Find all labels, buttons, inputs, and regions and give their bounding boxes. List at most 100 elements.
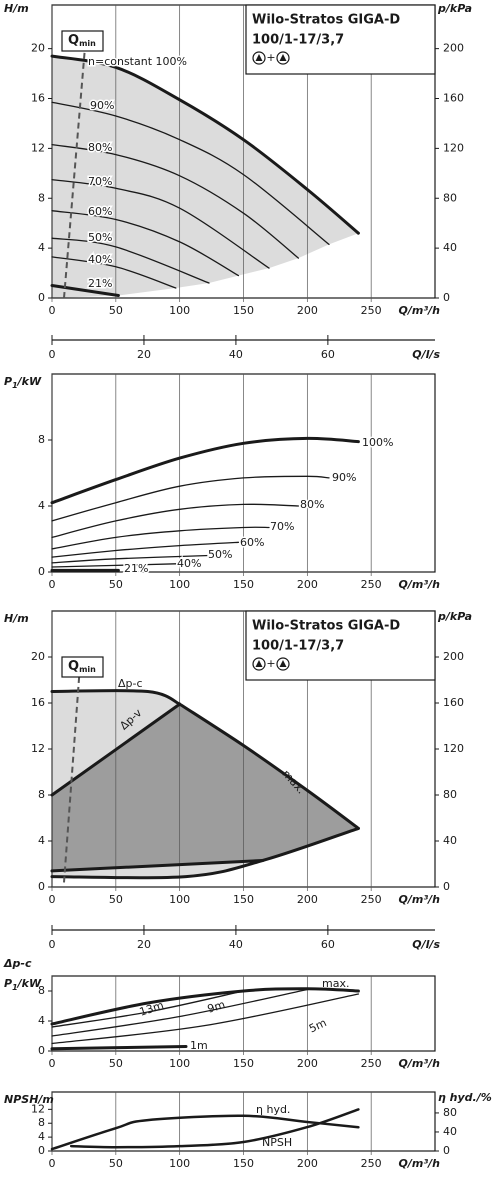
curve xyxy=(51,563,177,568)
x-tick-label: 0 xyxy=(49,893,56,906)
x-tick-label: 50 xyxy=(109,893,123,906)
label-part: H/m xyxy=(4,612,29,625)
curve-label: 9m xyxy=(206,998,227,1016)
x-tick-label: 50 xyxy=(109,1057,123,1070)
y-tick-label: 12 xyxy=(31,742,45,755)
curve xyxy=(50,284,120,297)
curve-label: 50% xyxy=(208,548,232,561)
y2-tick-label: 0 xyxy=(443,880,450,893)
curve xyxy=(51,210,240,277)
curve xyxy=(51,178,270,269)
x2-tick-label: 20 xyxy=(137,348,151,361)
x2-axis-label: Q/l/s xyxy=(412,938,440,951)
curve-label: 21% xyxy=(88,277,112,290)
label-part: min xyxy=(79,665,96,674)
curve xyxy=(51,554,210,564)
x-tick-label: 150 xyxy=(233,578,254,591)
title-box xyxy=(245,4,436,75)
y-tick-label: 20 xyxy=(31,650,45,663)
curve xyxy=(51,541,240,558)
curve xyxy=(51,990,245,1028)
x2-axis-label: Q/l/s xyxy=(412,348,440,361)
curve xyxy=(51,237,210,284)
curve xyxy=(50,1114,360,1151)
y-tick-label: 4 xyxy=(38,1130,45,1143)
symbol-joiner: + xyxy=(266,657,275,670)
subtitle: 100/1-17/3,7 xyxy=(252,33,344,48)
curve xyxy=(51,143,300,259)
x-tick-label: 150 xyxy=(233,1057,254,1070)
y2-tick-label: 160 xyxy=(443,92,464,105)
curve xyxy=(50,987,360,1026)
mode-icon xyxy=(276,657,290,671)
curve xyxy=(51,526,270,550)
mode-icon xyxy=(276,51,290,65)
curve xyxy=(50,689,182,706)
x-tick-label: 100 xyxy=(169,578,190,591)
x-tick-label: 50 xyxy=(109,578,123,591)
curve xyxy=(51,993,360,1045)
x-axis-label: Q/m³/h xyxy=(399,1157,441,1170)
x-tick-label: 0 xyxy=(49,578,56,591)
x-tick-label: 0 xyxy=(49,304,56,317)
y2-tick-label: 160 xyxy=(443,696,464,709)
curve-label: 60% xyxy=(240,536,264,549)
x-axis-label: Q/m³/h xyxy=(399,1057,441,1070)
y-tick-label: 8 xyxy=(38,433,45,446)
label-part: 1 xyxy=(12,983,18,992)
curve-label: 40% xyxy=(177,557,201,570)
y2-tick-label: 40 xyxy=(443,834,457,847)
x-axis-label: Q/m³/h xyxy=(399,304,441,317)
curve-label: 60% xyxy=(88,205,112,218)
curve-label: 70% xyxy=(270,520,294,533)
curve-label: 70% xyxy=(88,175,112,188)
y2-tick-label: 0 xyxy=(443,1144,450,1157)
x2-tick-label: 0 xyxy=(49,938,56,951)
y-tick-label: 4 xyxy=(38,499,45,512)
curve xyxy=(69,1108,360,1149)
label-part: min xyxy=(79,39,96,48)
x-tick-label: 50 xyxy=(109,1157,123,1170)
y-tick-label: 0 xyxy=(38,565,45,578)
label-part: NPSH/m xyxy=(4,1093,54,1106)
x2-tick-label: 0 xyxy=(49,348,56,361)
curve-label: 50% xyxy=(88,231,112,244)
qmin-box xyxy=(61,30,104,52)
y-tick-label: 12 xyxy=(31,141,45,154)
x-tick-label: 250 xyxy=(361,578,382,591)
y2-tick-label: 120 xyxy=(443,742,464,755)
curve-label: 40% xyxy=(88,253,112,266)
y2-tick-label: 80 xyxy=(443,788,457,801)
curve-label: 80% xyxy=(88,141,112,154)
x-tick-label: 150 xyxy=(233,304,254,317)
x-axis-label: Q/m³/h xyxy=(399,578,441,591)
y2-tick-label: 40 xyxy=(443,241,457,254)
qmin-box xyxy=(61,656,104,678)
dpv-area xyxy=(52,704,359,871)
x-tick-label: 150 xyxy=(233,1157,254,1170)
curve xyxy=(51,256,177,289)
curve-label: Δp-c xyxy=(118,677,143,690)
curve-label: 90% xyxy=(332,471,356,484)
curve-label: 90% xyxy=(90,99,114,112)
curve-label: max. xyxy=(322,977,349,990)
y-tick-label: 0 xyxy=(38,1144,45,1157)
curve xyxy=(50,1045,188,1051)
mode-icon xyxy=(255,54,263,61)
x-tick-label: 100 xyxy=(169,1157,190,1170)
curve xyxy=(51,101,330,246)
curve-label: n=constant 100% xyxy=(88,55,187,68)
curve xyxy=(51,503,300,539)
y2-tick-label: 120 xyxy=(443,141,464,154)
mode-icon xyxy=(252,657,266,671)
title: Wilo-Stratos GIGA-D xyxy=(252,619,400,634)
y-tick-label: 8 xyxy=(38,1116,45,1129)
curve xyxy=(50,859,265,873)
x-tick-label: 100 xyxy=(169,893,190,906)
operating-area xyxy=(52,56,359,298)
x-axis-label: Q/m³/h xyxy=(399,893,441,906)
x-tick-label: 250 xyxy=(361,1057,382,1070)
x-tick-label: 200 xyxy=(297,578,318,591)
curve-label: 13m xyxy=(138,999,166,1019)
